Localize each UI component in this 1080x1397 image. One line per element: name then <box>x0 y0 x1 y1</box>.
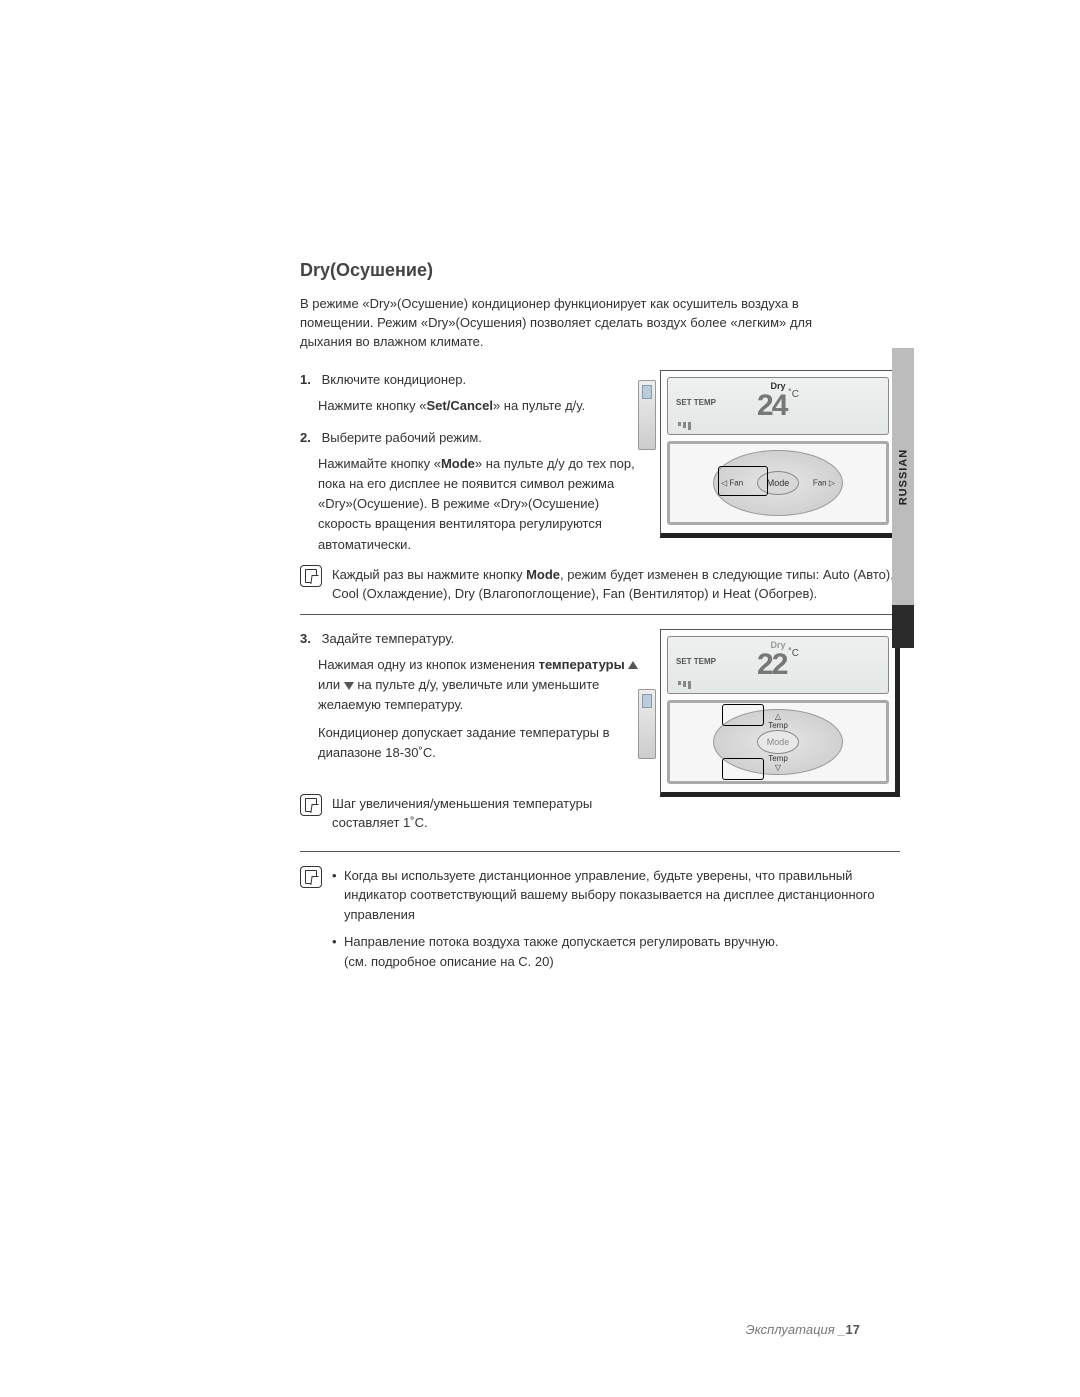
illustration-temp: Dry SET TEMP 22˚C Mode △ Temp <box>660 629 900 797</box>
text: Шаг увеличения/уменьшения температуры со… <box>332 794 640 833</box>
text: Нажимайте кнопку « <box>318 456 441 471</box>
lcd-unit: ˚C <box>788 648 799 659</box>
separator <box>300 851 900 852</box>
temp-down-label: Temp ▽ <box>768 754 788 772</box>
text: Нажимая одну из кнопок изменения <box>318 657 539 672</box>
page-footer: Эксплуатация _17 <box>746 1322 860 1337</box>
remote-icon <box>638 380 656 450</box>
step-lead: Выберите рабочий режим. <box>322 430 482 445</box>
illustration-mode: Dry SET TEMP 24˚C Mode ◁ Fan Fan ▷ <box>660 370 900 538</box>
remote-icon <box>638 689 656 759</box>
footer-section: Эксплуатация _ <box>746 1322 846 1337</box>
step-number: 3. <box>300 629 318 649</box>
language-tab: RUSSIAN <box>892 348 914 648</box>
control-panel: Mode △ Temp Temp ▽ <box>667 700 889 784</box>
step-lead: Включите кондиционер. <box>322 372 467 387</box>
mode-button: Mode <box>757 730 799 754</box>
lcd-mode-label: Dry <box>770 640 785 650</box>
tab-marker <box>892 605 914 648</box>
page-number: 17 <box>846 1322 860 1337</box>
intro-paragraph: В режиме «Dry»(Осушение) кондиционер фун… <box>300 295 840 352</box>
step-sub: Нажимая одну из кнопок изменения темпера… <box>318 655 640 715</box>
lcd-settemp-label: SET TEMP <box>676 657 716 666</box>
steps-1-2: 1. Включите кондиционер. Нажмите кнопку … <box>300 370 640 555</box>
bullet-item: Направление потока воздуха также допуска… <box>332 932 900 971</box>
mode-button: Mode <box>757 471 799 495</box>
text: Направление потока воздуха также допуска… <box>344 934 778 949</box>
step-sub2: Кондиционер допускает задание температур… <box>318 723 640 763</box>
text: » на пульте д/у. <box>493 398 585 413</box>
step-sub: Нажимайте кнопку «Mode» на пульте д/у до… <box>318 454 640 555</box>
separator <box>300 614 900 615</box>
text: Temp <box>768 754 788 763</box>
text: или <box>318 677 344 692</box>
note-icon <box>300 794 322 816</box>
button-ref: Mode <box>441 456 475 471</box>
text: Temp <box>768 721 788 730</box>
lcd-settemp-label: SET TEMP <box>676 398 716 407</box>
step-sub: Нажмите кнопку «Set/Cancel» на пульте д/… <box>318 396 640 416</box>
language-label: RUSSIAN <box>897 448 909 505</box>
text: Нажмите кнопку « <box>318 398 426 413</box>
lcd-temperature: 22 <box>757 648 786 681</box>
step-number: 1. <box>300 370 318 390</box>
note-mode-cycle: Каждый раз вы нажмите кнопку Mode, режим… <box>300 565 900 604</box>
bullet-item: Когда вы используете дистанционное управ… <box>332 866 900 925</box>
step-lead: Задайте температуру. <box>322 631 455 646</box>
triangle-down-icon <box>344 682 354 690</box>
lcd-mode-label: Dry <box>770 381 785 391</box>
text: (см. подробное описание на С. 20) <box>344 954 554 969</box>
fan-bars-icon <box>678 422 691 430</box>
note-icon <box>300 866 322 888</box>
step-number: 2. <box>300 428 318 448</box>
triangle-up-icon <box>628 661 638 669</box>
note-temp-step: Шаг увеличения/уменьшения температуры со… <box>300 794 640 833</box>
control-panel: Mode ◁ Fan Fan ▷ <box>667 441 889 525</box>
lcd-unit: ˚C <box>788 389 799 400</box>
text: Каждый раз вы нажмите кнопку <box>332 567 526 582</box>
note-icon <box>300 565 322 587</box>
button-ref: Mode <box>526 567 560 582</box>
lcd-display: Dry SET TEMP 24˚C <box>667 377 889 435</box>
fan-left-label: ◁ Fan <box>721 478 743 487</box>
lcd-temperature: 24 <box>757 389 786 422</box>
note-general: Когда вы используете дистанционное управ… <box>300 866 900 980</box>
section-title: Dry(Осушение) <box>300 260 900 281</box>
fan-right-label: Fan ▷ <box>813 478 835 487</box>
text: на пульте д/у, увеличьте или уменьшите ж… <box>318 677 599 712</box>
button-ref: Set/Cancel <box>426 398 492 413</box>
button-ref: температуры <box>539 657 625 672</box>
temp-up-label: △ Temp <box>768 712 788 730</box>
step-3: 3. Задайте температуру. Нажимая одну из … <box>300 629 640 841</box>
lcd-display: Dry SET TEMP 22˚C <box>667 636 889 694</box>
fan-bars-icon <box>678 681 691 689</box>
